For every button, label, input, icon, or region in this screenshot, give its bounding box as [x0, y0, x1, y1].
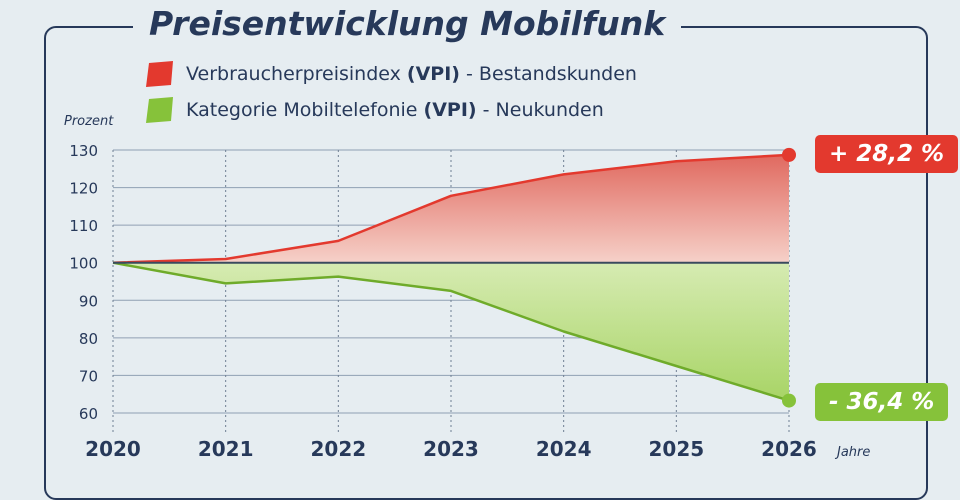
y-tick-110: 110 [69, 217, 98, 235]
line-layer [112, 147, 796, 408]
x-tick-2021: 2021 [198, 437, 254, 461]
y-tick-100: 100 [69, 255, 98, 273]
series-area-red [113, 154, 789, 263]
series-end-dot-green [782, 393, 796, 408]
legend-swatch-green [146, 97, 173, 123]
change-badge-red: + 28,2 % [815, 135, 959, 173]
x-tick-2022: 2022 [310, 437, 366, 461]
change-badge-green: - 36,4 % [815, 383, 949, 421]
y-tick-70: 70 [79, 367, 98, 385]
legend-item-vpi-bestandskunden: Verbraucherpreisindex (VPI) - Bestandsku… [146, 59, 637, 89]
x-tick-2020: 2020 [85, 437, 141, 461]
chart-title: Preisentwicklung Mobilfunk [133, 0, 682, 48]
series-end-dot-red [782, 147, 796, 162]
legend-label-vpi-bestandskunden: Verbraucherpreisindex (VPI) - Bestandsku… [186, 63, 637, 85]
axis-labels: 60 70 80 90 100 110 120 130 2020 2021 2022 2023 2024… [64, 114, 870, 461]
x-tick-2024: 2024 [536, 437, 592, 461]
x-tick-2025: 2025 [648, 437, 704, 461]
series-area-green [113, 262, 789, 401]
y-tick-120: 120 [69, 180, 98, 198]
y-tick-60: 60 [79, 405, 98, 423]
y-tick-80: 80 [79, 330, 98, 348]
y-tick-90: 90 [79, 292, 98, 310]
series-line-green [112, 261, 790, 402]
area-layer [113, 154, 789, 401]
x-axis-title: Jahre [834, 445, 870, 460]
x-tick-2026: 2026 [761, 437, 817, 461]
legend-item-mobiltelefonie-neukunden: Kategorie Mobiltelefonie (VPI) - Neukund… [146, 95, 604, 125]
legend-swatch-red [146, 61, 173, 87]
price-chart: 60 70 80 90 100 110 120 130 2020 2021 2022 2023 2024… [64, 114, 870, 461]
y-tick-130: 130 [69, 142, 98, 160]
y-axis-title: Prozent [64, 114, 114, 129]
series-line-red [112, 153, 790, 264]
legend-label-mobiltelefonie-neukunden: Kategorie Mobiltelefonie (VPI) - Neukund… [186, 99, 604, 121]
x-tick-2023: 2023 [423, 437, 479, 461]
